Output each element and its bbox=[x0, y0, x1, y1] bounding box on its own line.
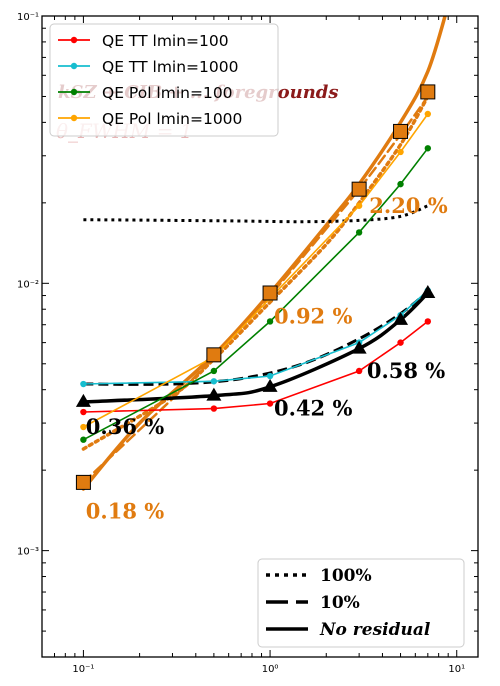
x-tick-label: 10⁻¹ bbox=[72, 664, 94, 675]
series-2-point bbox=[266, 372, 274, 380]
y-tick-label: 10⁻² bbox=[17, 279, 39, 290]
series-1-point bbox=[80, 408, 87, 416]
series-3-point bbox=[397, 180, 404, 188]
orange-square-marker bbox=[351, 181, 367, 197]
legend-bottom-label: No residual bbox=[319, 620, 431, 640]
x-tick-label: 10¹ bbox=[448, 664, 465, 675]
series-3-point bbox=[210, 367, 218, 375]
series-2-point bbox=[80, 380, 87, 388]
orange-square-marker bbox=[206, 347, 222, 363]
legend-bottom-label: 10% bbox=[320, 593, 360, 613]
annotation-label: 0.18 % bbox=[86, 499, 164, 524]
legend-top-swatch-marker bbox=[70, 36, 78, 44]
no-residual-triangle-marker bbox=[351, 340, 367, 354]
series-1-point bbox=[424, 318, 432, 325]
no-residual-triangle-marker bbox=[420, 284, 436, 298]
series-1-point bbox=[355, 367, 363, 375]
series-line-1 bbox=[83, 320, 429, 413]
y-tick-label: 10⁻¹ bbox=[17, 12, 39, 23]
series-3-point bbox=[424, 145, 432, 152]
no-residual-triangle-marker bbox=[393, 311, 409, 325]
series-line-3 bbox=[83, 147, 429, 441]
no-residual-triangle-marker bbox=[262, 378, 278, 392]
no-residual-triangle-marker bbox=[75, 393, 91, 407]
series-1-point bbox=[397, 339, 404, 346]
series-3-point bbox=[355, 229, 363, 236]
series-3-point bbox=[80, 436, 87, 443]
orange-square-marker bbox=[262, 285, 278, 301]
legend-top-box bbox=[49, 23, 279, 137]
annotation-label: 0.36 % bbox=[86, 414, 164, 439]
legend-top-label: QE TT lmin=100 bbox=[102, 32, 229, 50]
annotation-label: 0.92 % bbox=[274, 304, 352, 329]
series-2-point bbox=[210, 378, 218, 385]
legend-top: QE TT lmin=100 QE TT lmin=1000 QE Pol lmin… bbox=[49, 23, 279, 137]
legend-bottom-label: 100% bbox=[320, 566, 372, 586]
series-1-point bbox=[210, 405, 218, 412]
series-4-point bbox=[355, 202, 363, 209]
annotation-label: 0.58 % bbox=[367, 358, 445, 383]
legend-top-label: QE TT lmin=1000 bbox=[102, 58, 238, 76]
x-tick-label: 10⁰ bbox=[262, 664, 279, 675]
annotations-layer: 2.20 % 0.92 % 0.58 % 0.42 % 0.36 % 0.18 % bbox=[86, 193, 448, 524]
series-4-point bbox=[424, 110, 432, 118]
orange-square-marker bbox=[393, 123, 409, 139]
legend-top-label: QE Pol lmin=1000 bbox=[102, 110, 242, 128]
legend-top-swatch-marker bbox=[70, 114, 78, 122]
plot-frame bbox=[41, 15, 479, 658]
orange-curve-2 bbox=[81, 94, 430, 451]
y-tick-label: 10⁻³ bbox=[17, 547, 39, 558]
orange-square-marker bbox=[75, 474, 91, 490]
annotation-label: 0.42 % bbox=[274, 396, 352, 421]
legend-top-label: QE Pol lmin=100 bbox=[102, 84, 233, 102]
legend-top-swatch-marker bbox=[70, 62, 78, 70]
axes-layer: 10⁻¹ 10⁰ 10¹ 10⁻³ 10⁻² 10⁻¹ bbox=[17, 12, 479, 675]
markers-layer bbox=[75, 84, 436, 490]
reference-curve-100- bbox=[83, 204, 429, 224]
series-1-point bbox=[266, 400, 274, 407]
series-line-4 bbox=[83, 113, 429, 428]
series-4-point bbox=[397, 148, 404, 156]
series-3-point bbox=[266, 318, 274, 325]
no-residual-triangle-marker bbox=[206, 387, 222, 401]
annotation-label: 2.20 % bbox=[369, 193, 447, 218]
series-4-point bbox=[80, 423, 87, 431]
legend-top-swatch-marker bbox=[70, 88, 78, 96]
legend-bottom-box bbox=[257, 558, 465, 648]
orange-square-marker bbox=[420, 84, 436, 100]
legend-bottom: 100% 10% No residual bbox=[257, 558, 465, 648]
